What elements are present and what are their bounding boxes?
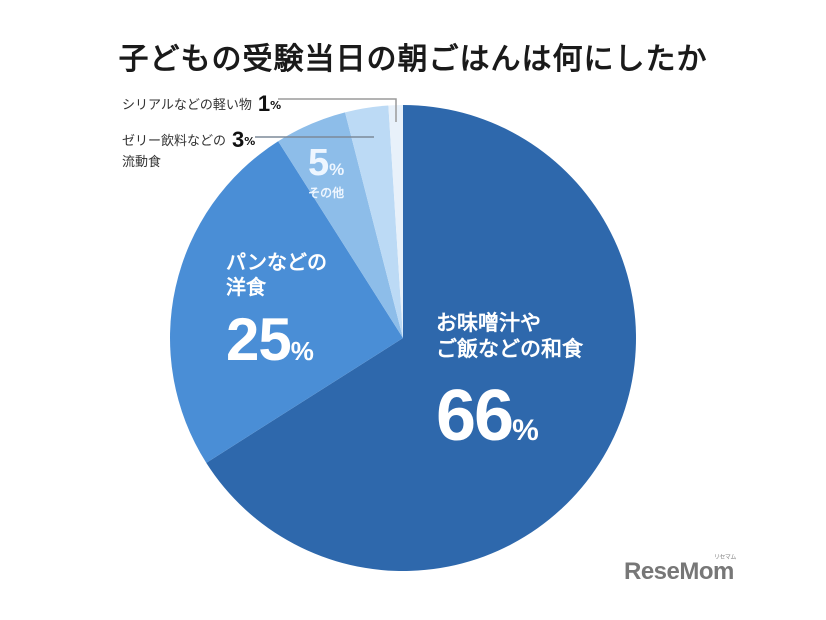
pie-slice-3: [345, 105, 403, 338]
label-yoshoku-line1: パンなどの: [226, 250, 327, 274]
label-cereal-name: シリアルなどの軽い物: [122, 98, 252, 113]
logo-subtext: リセマム: [713, 555, 737, 561]
label-jelly-unit: %: [244, 135, 256, 148]
label-jelly: ゼリー飲料などの 3% 流動食: [122, 126, 255, 171]
label-washoku: お味噌汁や ご飯などの和食 66%: [436, 310, 583, 461]
label-yoshoku-line2: 洋食: [226, 275, 266, 299]
label-jelly-value: 3: [232, 127, 245, 152]
pie-slice-1: [169, 141, 403, 463]
label-jelly-line1: ゼリー飲料などの: [122, 134, 227, 149]
label-jelly-line2: 流動食: [122, 154, 162, 170]
resemom-logo: ReseMom リセマム: [624, 555, 736, 586]
leader-line-cereal: [278, 98, 397, 122]
label-yoshoku-value: 25: [226, 306, 292, 373]
label-washoku-line2: ご飯などの和食: [436, 337, 583, 362]
label-other-unit: %: [329, 160, 345, 179]
label-cereal-unit: %: [270, 99, 282, 112]
logo-text: ReseMom: [624, 558, 734, 585]
label-other-value: 5: [308, 142, 330, 184]
label-cereal-value: 1: [257, 91, 271, 116]
pie-slice-2: [278, 112, 403, 338]
label-other-name: その他: [308, 185, 345, 200]
label-washoku-value: 66: [436, 375, 514, 456]
label-other: 5% その他: [308, 140, 344, 201]
label-cereal: シリアルなどの軽い物 1%: [122, 90, 281, 119]
pie-slices: [169, 105, 636, 572]
pie-slice-0: [206, 105, 636, 572]
pie-slice-4: [388, 105, 403, 338]
label-washoku-unit: %: [512, 413, 539, 447]
chart-title: 子どもの受験当日の朝ごはんは何にしたか: [118, 42, 708, 77]
label-yoshoku: パンなどの 洋食 25%: [226, 250, 327, 377]
label-washoku-line1: お味噌汁や: [436, 311, 541, 335]
label-yoshoku-unit: %: [290, 336, 314, 366]
